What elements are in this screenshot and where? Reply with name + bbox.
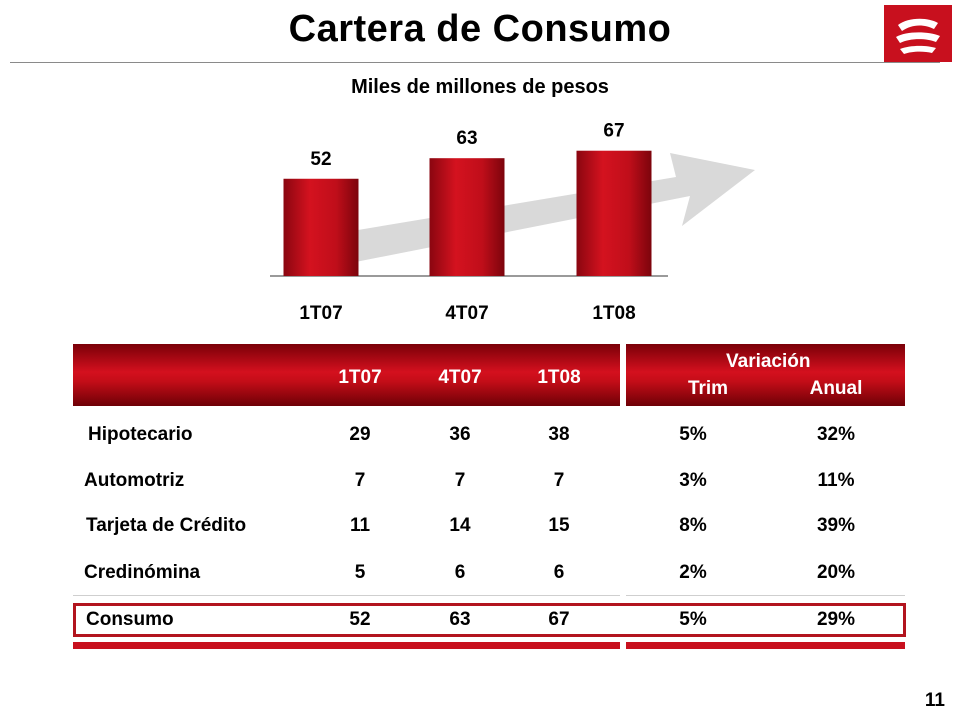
total-row-highlight (73, 603, 906, 637)
table-cell: 38 (548, 424, 570, 445)
table-cell: 7 (553, 470, 565, 491)
table-cell: 6 (553, 562, 565, 583)
table-cell-trim: 5% (679, 424, 707, 445)
row-separator (626, 595, 905, 596)
bar-4t07 (429, 158, 505, 276)
data-label: 52 (310, 149, 331, 170)
data-label: 67 (603, 121, 624, 142)
table-cell: 14 (449, 515, 471, 536)
x-tick-label: 4T07 (445, 303, 488, 324)
total-cell: 63 (449, 609, 471, 630)
table-footer-bar-right (626, 642, 905, 649)
title-divider (10, 62, 940, 63)
bar-1t07 (283, 178, 359, 276)
bank-logo (884, 5, 952, 62)
page-title: Cartera de Consumo (288, 8, 672, 50)
total-cell-trim: 5% (679, 609, 707, 630)
col-header-1t08: 1T08 (537, 367, 581, 388)
table-cell-anual: 20% (816, 562, 856, 583)
row-label-credinomina: Credinómina (84, 562, 201, 583)
table-cell-anual: 39% (816, 515, 856, 536)
table-cell: 6 (454, 562, 466, 583)
row-label-tarjeta-de-credito: Tarjeta de Crédito (86, 515, 247, 536)
table-cell: 11 (349, 515, 371, 536)
page-number: 11 (924, 690, 945, 711)
table-cell: 36 (449, 424, 471, 445)
table-cell-trim: 8% (679, 515, 707, 536)
table-cell: 15 (548, 515, 570, 536)
bar-chart: 52 1T07 63 4T07 67 1T08 (270, 121, 755, 324)
trend-arrow-shape (298, 153, 755, 272)
x-tick-label: 1T07 (299, 303, 342, 324)
table-cell: 7 (354, 470, 366, 491)
table-cell-anual: 32% (816, 424, 856, 445)
col-header-trim: Trim (687, 378, 729, 399)
row-separator (73, 595, 620, 596)
table-header-left: 1T07 4T07 1T08 (73, 344, 620, 406)
total-cell-anual: 29% (816, 609, 856, 630)
row-label-consumo: Consumo (86, 609, 174, 630)
table-cell: 5 (354, 562, 366, 583)
total-cell: 52 (349, 609, 371, 630)
col-header-4t07: 4T07 (438, 367, 482, 388)
row-label-automotriz: Automotriz (84, 470, 185, 491)
table-cell-trim: 3% (679, 470, 707, 491)
table-cell: 7 (454, 470, 466, 491)
bar-1t08 (576, 150, 652, 276)
table-cell-trim: 2% (679, 562, 707, 583)
table-header-variation: Variación Trim Anual (626, 344, 905, 406)
chart-subtitle: Miles de millones de pesos (351, 76, 609, 98)
table-cell-anual: 11% (817, 470, 855, 491)
variation-header: Variación (726, 351, 811, 372)
table-cell: 29 (349, 424, 371, 445)
table-footer-bar-left (73, 642, 620, 649)
col-header-anual: Anual (809, 378, 863, 399)
x-tick-label: 1T08 (592, 303, 635, 324)
row-label-hipotecario: Hipotecario (88, 424, 193, 445)
col-header-1t07: 1T07 (338, 367, 382, 388)
total-cell: 67 (548, 609, 570, 630)
data-label: 63 (456, 128, 477, 149)
